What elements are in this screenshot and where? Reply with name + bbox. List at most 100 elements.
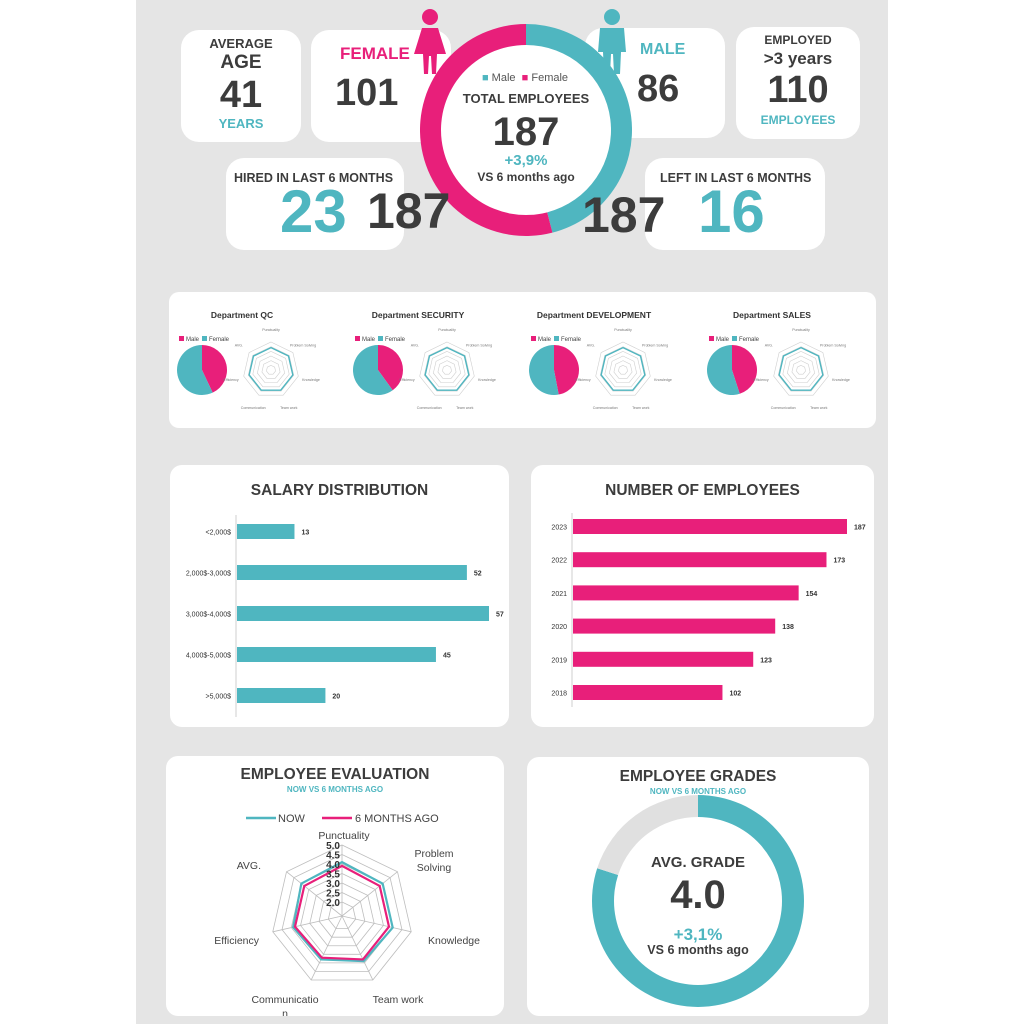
dept-radar-axis-label: Knowledge	[302, 378, 320, 382]
dept-radar-grid	[243, 341, 299, 396]
dept-pie-female-slice	[732, 345, 757, 394]
dept-radar-grid	[257, 355, 285, 383]
radar-axis-label: AVG.	[237, 860, 261, 872]
dept-legend-female-swatch	[732, 336, 737, 341]
bar-value-label: 57	[496, 612, 504, 619]
dept-legend-male: Male	[716, 337, 730, 343]
bar	[237, 688, 326, 703]
bar-value-label: 154	[806, 591, 818, 598]
dept-radar-series	[424, 346, 470, 391]
dept-radar-grid	[252, 351, 290, 388]
dept-pie-female-slice	[554, 345, 579, 395]
legend-now: NOW	[278, 813, 306, 825]
radar-tick-label: 4.0	[326, 860, 340, 871]
radar-grid-ring	[281, 854, 403, 972]
left-overlap-number: 187	[582, 187, 666, 243]
dept-pie-male-slice	[707, 345, 740, 395]
evaluation-subtitle: NOW VS 6 MONTHS AGO	[286, 785, 384, 794]
radar-tick-label: 2.0	[326, 898, 340, 909]
employees-card: NUMBER OF EMPLOYEES 2023 187 2022 173 2021 15…	[531, 465, 874, 727]
dept-radar-axis-label: Communication	[241, 406, 266, 410]
total-employees-change: +3,9%	[504, 152, 548, 169]
male-value: 86	[637, 68, 680, 110]
dept-radar-series	[778, 346, 824, 391]
total-employees-label: TOTAL EMPLOYEES	[462, 91, 590, 106]
dept-radar-axis-label: AVG.	[587, 343, 595, 347]
departments-charts: Department QC Male Female Punctuality Proble…	[177, 310, 850, 410]
radar-axis-label: Problem Solving	[414, 848, 453, 874]
dept-radar-axis-label: Efficiency	[399, 378, 415, 382]
dept-radar-grid	[433, 355, 461, 383]
radar-spoke	[310, 915, 343, 981]
bar	[573, 618, 776, 634]
bar-category-label: >5,000$	[206, 694, 232, 701]
radar-spoke	[286, 871, 343, 917]
salary-card: SALARY DISTRIBUTION <2,000$ 13 2,000$-3,00…	[170, 465, 509, 727]
radar-grid-ring	[327, 901, 357, 930]
radar-tick-label: 4.5	[326, 851, 340, 862]
dept-radar-grid	[419, 341, 475, 396]
legend-ago: 6 MONTHS AGO	[355, 813, 439, 825]
total-employees-compare: VS 6 months ago	[477, 170, 575, 184]
bar-value-label: 102	[729, 691, 741, 698]
dept-legend-male: Male	[538, 337, 552, 343]
dept-radar-grid	[609, 355, 637, 383]
dept-radar-grid	[442, 365, 452, 375]
employed-label: EMPLOYED	[764, 33, 832, 47]
bar	[573, 585, 799, 601]
dept-radar-axis-label: Team work	[456, 406, 474, 410]
hired-value: 23	[280, 178, 347, 245]
dept-pie-male-slice	[529, 345, 559, 395]
left-label: LEFT IN LAST 6 MONTHS	[660, 171, 812, 185]
grade-compare: VS 6 months ago	[647, 943, 749, 957]
dept-radar-axis-label: Efficiency	[575, 378, 591, 382]
dept-radar-axis-label: Punctuality	[614, 328, 632, 332]
radar-axis-label: Communicatio n	[251, 994, 318, 1016]
department-title: Department SECURITY	[372, 310, 465, 320]
left-card: LEFT IN LAST 6 MONTHS	[645, 158, 825, 250]
dept-radar-axis-label: Problem Solving	[642, 343, 668, 347]
dept-legend-male: Male	[186, 337, 200, 343]
dept-radar-grid	[782, 351, 820, 388]
total-employees-value: 187	[492, 110, 560, 154]
dept-legend-female-swatch	[378, 336, 383, 341]
dept-radar-grid	[787, 355, 815, 383]
employed-years-label: >3 years	[763, 49, 833, 68]
bar-value-label: 138	[782, 624, 794, 631]
dept-radar-series	[600, 346, 646, 391]
dept-radar-axis-label: Punctuality	[438, 328, 456, 332]
age-label: AGE	[220, 52, 262, 73]
hired-label: HIRED IN LAST 6 MONTHS	[234, 171, 394, 185]
dept-radar-grid	[773, 341, 829, 396]
bar-category-label: 3,000$-4,000$	[186, 612, 231, 619]
radar-spoke	[341, 915, 374, 981]
radar-grid-ring	[272, 844, 412, 981]
grades-subtitle: NOW VS 6 MONTHS AGO	[649, 787, 747, 796]
total-employees-donut	[420, 24, 633, 236]
dept-radar-grid	[261, 360, 281, 379]
bar	[573, 552, 827, 568]
dept-radar-axis-label: Problem Solving	[466, 343, 492, 347]
left-value: 16	[698, 178, 765, 245]
dept-radar-grid	[604, 351, 642, 388]
average-age-unit: YEARS	[218, 116, 264, 131]
radar-grid-ring	[300, 873, 384, 955]
dept-radar-axis-label: Punctuality	[262, 328, 280, 332]
dept-radar-grid	[777, 346, 825, 392]
employed-value: 110	[767, 69, 829, 111]
dept-radar-grid	[618, 365, 628, 375]
bar-value-label: 52	[474, 571, 482, 578]
dept-radar-series	[248, 346, 294, 391]
bar-category-label: 2023	[551, 525, 567, 532]
grades-title: EMPLOYEE GRADES	[619, 768, 777, 785]
dept-legend-female: Female	[385, 337, 406, 343]
dept-radar-grid	[796, 365, 806, 375]
average-age-label: AVERAGE	[209, 36, 273, 51]
dept-legend-male: Male	[362, 337, 376, 343]
dept-radar-axis-label: AVG.	[765, 343, 773, 347]
bar-category-label: 2020	[551, 624, 567, 631]
female-label: FEMALE	[340, 44, 410, 63]
bar-value-label: 187	[854, 525, 866, 532]
dept-radar-axis-label: Efficiency	[223, 378, 239, 382]
dept-legend-female: Female	[209, 337, 230, 343]
